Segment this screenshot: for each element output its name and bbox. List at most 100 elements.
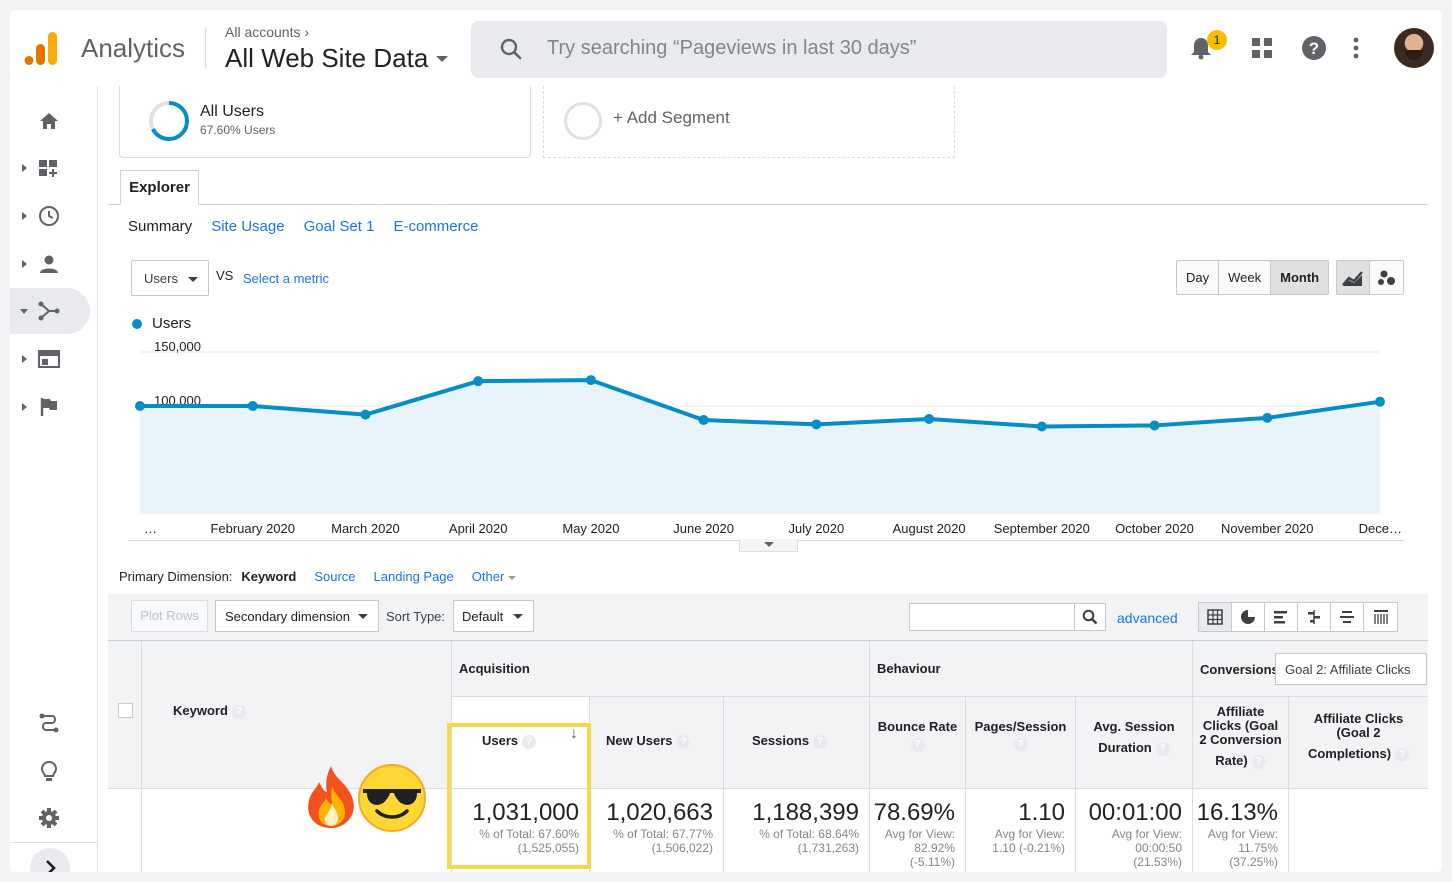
bounce-rate-header-label[interactable]: Bounce Rate: [877, 719, 958, 734]
period-month-button[interactable]: Month: [1271, 261, 1329, 294]
subtab-ecommerce[interactable]: E-commerce: [393, 218, 479, 235]
conversion-rate-column-header[interactable]: Affiliate Clicks (Goal 2 Conversion Rate…: [1193, 697, 1289, 789]
tab-explorer[interactable]: Explorer: [120, 170, 199, 205]
pages-session-header-label[interactable]: Pages/Session: [974, 719, 1067, 734]
search-placeholder[interactable]: Try searching “Pageviews in last 30 days…: [547, 37, 917, 59]
sort-type-value[interactable]: Default: [462, 609, 504, 624]
completions-label-2[interactable]: (Goal 2: [1336, 725, 1381, 740]
view-name[interactable]: All Web Site Data: [225, 43, 429, 73]
view-comparison-button[interactable]: [1298, 603, 1331, 631]
account-path[interactable]: All accounts: [225, 24, 301, 40]
more-vert-icon[interactable]: [1352, 37, 1360, 59]
caret-down-icon: [508, 575, 517, 580]
select-all-checkbox[interactable]: [118, 703, 133, 718]
avg-session-duration-column-header[interactable]: Avg. Session Duration?: [1076, 697, 1193, 789]
subtab-summary[interactable]: Summary: [128, 218, 193, 235]
nav-conversions[interactable]: [10, 384, 90, 430]
avg-session-label-line2[interactable]: Duration?: [1076, 740, 1192, 756]
users-column-header[interactable]: Users? ↓: [452, 697, 590, 789]
bounce-rate-avg-value: 82.92%: [914, 841, 955, 855]
help-icon[interactable]: ?: [1013, 738, 1028, 752]
help-icon[interactable]: ?: [1395, 747, 1410, 762]
select-metric-link[interactable]: Select a metric: [243, 271, 329, 286]
advanced-filter-link[interactable]: advanced: [1117, 610, 1178, 626]
data-point: [1262, 412, 1273, 423]
nav-customization[interactable]: [10, 145, 90, 191]
avg-session-label-line1[interactable]: Avg. Session: [1093, 719, 1175, 734]
dimension-other[interactable]: Other: [472, 569, 517, 584]
view-term-cloud-button[interactable]: [1331, 603, 1364, 631]
help-icon[interactable]: ?: [1301, 35, 1327, 61]
chart-collapse-handle[interactable]: [739, 539, 798, 552]
help-icon[interactable]: ?: [1251, 754, 1266, 769]
notifications-bell-icon[interactable]: [1190, 36, 1212, 60]
nav-acquisition[interactable]: [10, 288, 90, 334]
conv-rate-label-2[interactable]: Clicks (Goal: [1202, 718, 1279, 733]
apps-grid-icon[interactable]: [1252, 38, 1272, 58]
dimension-other-label[interactable]: Other: [471, 569, 505, 584]
nav-discover[interactable]: [10, 748, 90, 794]
metric-dropdown[interactable]: Users: [131, 260, 209, 296]
behaviour-label: Behaviour: [877, 661, 941, 676]
metric-value[interactable]: Users: [144, 271, 178, 286]
secondary-dimension-label[interactable]: Secondary dimension: [225, 609, 351, 624]
conv-rate-label-3[interactable]: 2 Conversion: [1199, 732, 1282, 747]
plot-rows-button[interactable]: Plot Rows: [131, 600, 208, 632]
dimension-landing-page[interactable]: Landing Page: [373, 569, 454, 584]
account-breadcrumb[interactable]: All accounts ›: [225, 24, 309, 40]
keyword-column-header[interactable]: Keyword?: [142, 641, 452, 789]
nav-admin[interactable]: [10, 795, 90, 841]
analytics-logo-icon[interactable]: [24, 30, 58, 66]
secondary-dimension-dropdown[interactable]: Secondary dimension: [215, 600, 379, 632]
goal-selector-dropdown[interactable]: Goal 2: Affiliate Clicks: [1275, 653, 1427, 685]
user-avatar[interactable]: [1394, 28, 1434, 68]
pages-session-column-header[interactable]: Pages/Session ?: [966, 697, 1076, 789]
add-segment-label[interactable]: + Add Segment: [613, 108, 730, 127]
view-performance-button[interactable]: [1265, 603, 1298, 631]
sessions-header-label[interactable]: Sessions?: [752, 733, 828, 749]
nav-home[interactable]: [10, 98, 90, 144]
nav-realtime[interactable]: [10, 193, 90, 239]
conv-rate-label-1[interactable]: Affiliate: [1216, 704, 1265, 719]
help-icon[interactable]: ?: [522, 734, 537, 749]
help-icon[interactable]: ?: [676, 734, 691, 749]
segment-all-users[interactable]: All Users 67.60% Users: [119, 86, 531, 158]
nav-behaviour[interactable]: [10, 336, 90, 382]
view-selector[interactable]: All Web Site Data: [225, 43, 449, 74]
subtab-site-usage[interactable]: Site Usage: [211, 218, 285, 235]
conv-rate-label-4[interactable]: Rate)?: [1193, 754, 1288, 769]
view-pivot-button[interactable]: [1364, 603, 1397, 631]
motion-chart-button[interactable]: [1370, 261, 1403, 294]
table-search-button[interactable]: [1074, 603, 1106, 631]
sort-descending-icon[interactable]: ↓: [570, 725, 578, 742]
completions-label-1[interactable]: Affiliate Clicks: [1313, 711, 1404, 726]
period-week-button[interactable]: Week: [1219, 261, 1272, 294]
new-users-column-header[interactable]: New Users?: [590, 697, 724, 789]
bounce-rate-column-header[interactable]: Bounce Rate ?: [870, 697, 966, 789]
nav-audience[interactable]: [10, 241, 90, 287]
new-users-header-label[interactable]: New Users?: [606, 733, 691, 749]
expand-nav-button[interactable]: [30, 848, 70, 872]
nav-attribution[interactable]: [10, 700, 90, 746]
users-header-label[interactable]: Users?: [482, 733, 537, 749]
add-segment[interactable]: + Add Segment: [543, 86, 955, 158]
period-day-button[interactable]: Day: [1177, 261, 1220, 294]
sort-type-dropdown[interactable]: Default: [453, 600, 534, 632]
dimension-keyword[interactable]: Keyword: [241, 569, 297, 584]
view-data-button[interactable]: [1199, 603, 1232, 631]
dimension-source[interactable]: Source: [314, 569, 356, 584]
help-icon[interactable]: ?: [1155, 741, 1170, 756]
help-icon[interactable]: ?: [813, 734, 828, 749]
help-icon[interactable]: ?: [910, 738, 925, 752]
sessions-column-header[interactable]: Sessions?: [724, 697, 870, 789]
search-bar[interactable]: Try searching “Pageviews in last 30 days…: [471, 21, 1167, 78]
line-chart-button[interactable]: [1337, 261, 1370, 294]
subtab-goal-set-1[interactable]: Goal Set 1: [303, 218, 375, 235]
view-percentage-button[interactable]: [1232, 603, 1265, 631]
completions-label-3[interactable]: Completions)?: [1289, 747, 1428, 762]
keyword-header-label[interactable]: Keyword?: [173, 703, 246, 719]
goal-completions-column-header[interactable]: Affiliate Clicks (Goal 2 Completions)?: [1289, 697, 1428, 789]
table-filter-input[interactable]: [909, 603, 1075, 631]
help-icon[interactable]: ?: [231, 704, 246, 719]
